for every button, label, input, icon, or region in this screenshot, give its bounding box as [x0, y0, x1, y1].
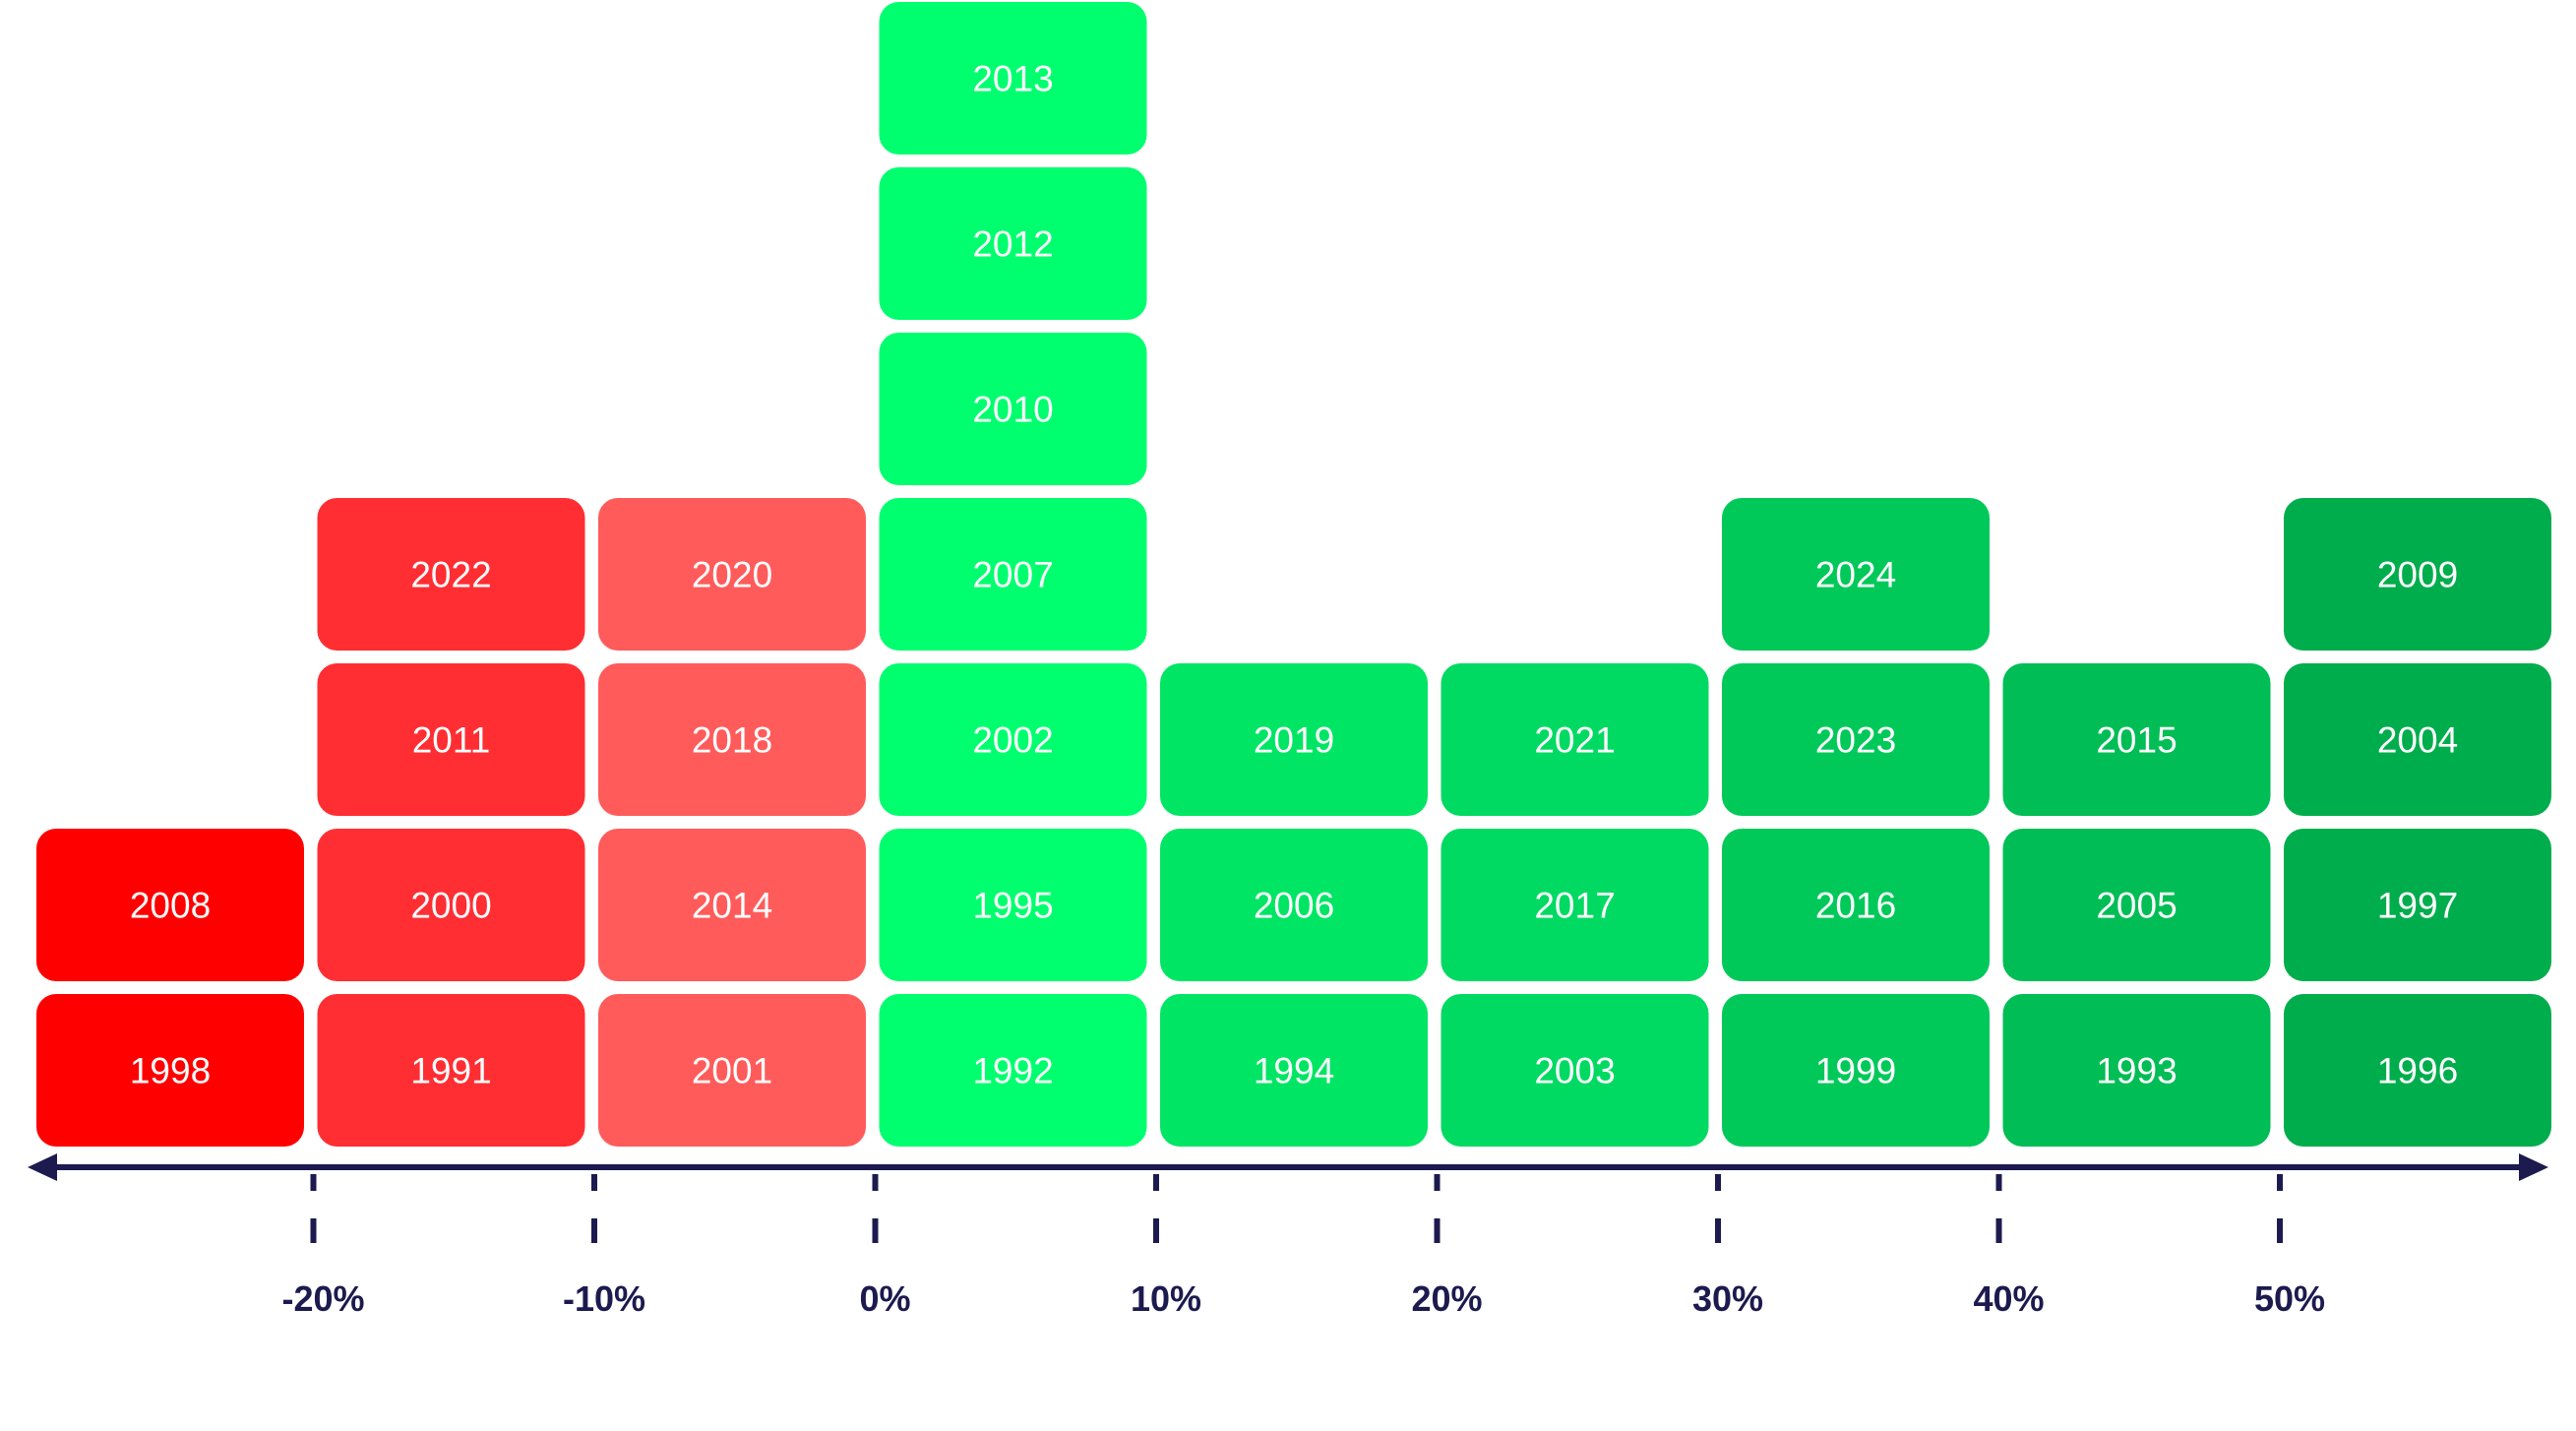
x-axis-left-arrow — [28, 1153, 57, 1181]
year-label: 2022 — [410, 555, 491, 595]
bin-column: 1992 1995 2002 2007 2010 2012 2013 — [880, 2, 1147, 1147]
x-tick-label: 30% — [1692, 1278, 1763, 1319]
year-label: 2023 — [1815, 720, 1896, 761]
year-label: 2020 — [692, 555, 772, 595]
year-label: 2001 — [692, 1051, 772, 1091]
x-axis-right-arrow — [2519, 1153, 2548, 1181]
bin-column: 1998 2008 — [36, 829, 304, 1147]
year-label: 2014 — [692, 886, 772, 926]
year-label: 2015 — [2096, 720, 2177, 761]
x-tick-label: 0% — [859, 1278, 910, 1319]
bin-column: 1993 2005 2015 — [2003, 663, 2271, 1147]
year-label: 2006 — [1254, 886, 1334, 926]
year-label: 2012 — [972, 224, 1053, 265]
year-label: 2021 — [1534, 720, 1615, 761]
bin-column: 1991 2000 2011 2022 — [318, 498, 585, 1147]
year-label: 1996 — [2377, 1051, 2458, 1091]
year-label: 1993 — [2096, 1051, 2177, 1091]
year-label: 1998 — [130, 1051, 211, 1091]
year-label: 2013 — [972, 59, 1053, 99]
year-label: 2000 — [410, 886, 491, 926]
bin-column: 2001 2014 2018 2020 — [598, 498, 866, 1147]
year-label: 1994 — [1254, 1051, 1334, 1091]
year-label: 2024 — [1815, 555, 1896, 595]
year-label: 2016 — [1815, 886, 1896, 926]
x-axis-ticks: -20% -10% 0% 10% 20% 30% 40% 50% — [281, 1174, 2325, 1319]
year-label: 1997 — [2377, 886, 2458, 926]
x-tick-label: 50% — [2254, 1278, 2325, 1319]
year-boxes: 1998 2008 1991 2000 2011 2022 2001 2014 2018 2020… — [36, 2, 2551, 1147]
year-label: 2002 — [972, 720, 1053, 761]
x-tick-label: -20% — [281, 1278, 364, 1319]
year-label: 2010 — [972, 390, 1053, 430]
bin-column: 1994 2006 2019 — [1160, 663, 1428, 1147]
bin-column: 1999 2016 2023 2024 — [1722, 498, 1990, 1147]
x-tick-label: 10% — [1131, 1278, 1201, 1319]
year-label: 2003 — [1534, 1051, 1615, 1091]
year-label: 1992 — [972, 1051, 1053, 1091]
year-label: 2018 — [692, 720, 772, 761]
year-label: 2009 — [2377, 555, 2458, 595]
x-axis — [28, 1153, 2548, 1181]
x-tick-label: 20% — [1411, 1278, 1482, 1319]
year-label: 1995 — [972, 886, 1053, 926]
year-label: 1999 — [1815, 1051, 1896, 1091]
year-label: 2011 — [412, 720, 491, 761]
year-label: 1991 — [410, 1051, 491, 1091]
year-label: 2017 — [1534, 886, 1615, 926]
bin-column: 2003 2017 2021 — [1441, 663, 1709, 1147]
year-label: 2007 — [972, 555, 1053, 595]
year-label: 2019 — [1254, 720, 1334, 761]
year-label: 2008 — [130, 886, 211, 926]
x-tick-label: 40% — [1973, 1278, 2044, 1319]
x-tick-label: -10% — [563, 1278, 645, 1319]
year-label: 2004 — [2377, 720, 2458, 761]
year-label: 2005 — [2096, 886, 2177, 926]
bin-column: 1996 1997 2004 2009 — [2284, 498, 2551, 1147]
